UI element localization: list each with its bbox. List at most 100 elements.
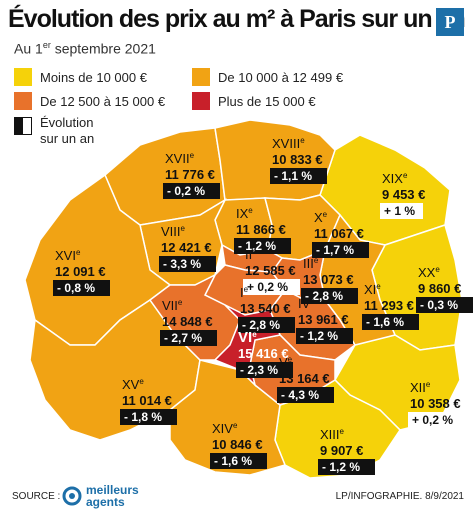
- arrondissement-price: 11 014 €: [122, 393, 172, 408]
- change-badge: [380, 203, 423, 219]
- arrondissement-change: - 0,3 %: [420, 298, 458, 312]
- subtitle-prefix: Au 1: [14, 40, 43, 57]
- arrondissement-price: 9 453 €: [382, 187, 425, 202]
- arrondissement-change: - 1,1 %: [274, 169, 312, 183]
- arrondissement-price: 12 585 €: [245, 263, 296, 278]
- arrondissement-number: XVe: [122, 377, 144, 392]
- arrondissement-number: XIVe: [212, 421, 238, 436]
- arrondissement-change: + 0,2 %: [412, 413, 453, 427]
- change-badge: [362, 314, 419, 330]
- arrondissement-price: 9 860 €: [418, 281, 461, 296]
- evolution-swatch: [14, 117, 32, 135]
- arrondissement-price: 10 833 €: [272, 152, 323, 167]
- arrondissement-price: 11 067 €: [314, 226, 364, 241]
- change-badge: [236, 362, 293, 378]
- change-badge: [160, 330, 217, 346]
- subtitle: Au 1er septembre 2021: [14, 40, 156, 57]
- arrondissement-change: - 3,3 %: [163, 257, 201, 271]
- change-badge: [408, 412, 465, 428]
- arrondissement-price: 13 961 €: [298, 312, 349, 327]
- legend-label: Moins de 10 000 €: [40, 69, 147, 85]
- arrondissement-change: - 1,8 %: [124, 410, 162, 424]
- arrondissement-change: - 2,8 %: [305, 289, 343, 303]
- arrondissement-change: - 1,2 %: [238, 239, 276, 253]
- legend-swatch: [192, 68, 210, 86]
- arrondissement-number: XIIe: [410, 380, 431, 395]
- arrondissement-price: 11 293 €: [364, 298, 414, 313]
- arrondissement-price: 11 866 €: [236, 222, 286, 237]
- arrondissement-change: - 4,3 %: [281, 388, 319, 402]
- change-badge: [243, 279, 300, 295]
- evolution-label-line2: sur un an: [40, 131, 95, 146]
- change-badge: [301, 288, 358, 304]
- arrondissement-price: 12 091 €: [55, 264, 106, 279]
- subtitle-suffix: septembre 2021: [50, 40, 156, 57]
- agents-pin-icon: [62, 486, 82, 506]
- change-badge: [312, 242, 369, 258]
- change-badge: [270, 168, 327, 184]
- change-badge: [163, 183, 220, 199]
- arrondissement-price: 15 416 €: [238, 346, 289, 361]
- arrondissement-price: 10 358 €: [410, 396, 461, 411]
- arrondissement-number: VIIIe: [161, 224, 186, 239]
- change-badge: [210, 453, 267, 469]
- legend-item-under-10000: Moins de 10 000 €: [14, 68, 147, 86]
- meilleurs-agents-logo: meilleurs agents: [62, 484, 139, 508]
- arrondissement-change: - 1,2 %: [300, 329, 338, 343]
- arrondissement-price: 14 848 €: [162, 314, 213, 329]
- legend-swatch: [14, 68, 32, 86]
- change-badge: [159, 256, 216, 272]
- subtitle-sup: er: [42, 40, 51, 50]
- legend-evolution: Évolution sur un an: [14, 115, 94, 147]
- arrondissement-change: + 0,2 %: [247, 280, 288, 294]
- legend-item-over-15000: Plus de 15 000 €: [192, 92, 316, 110]
- arrondissement-number: XVIIIe: [272, 136, 305, 151]
- arrondissement-price: 12 421 €: [161, 240, 212, 255]
- change-badge: [120, 409, 177, 425]
- arrondissement-change: - 1,2 %: [322, 460, 360, 474]
- legend-swatch: [14, 92, 32, 110]
- change-badge: [318, 459, 375, 475]
- change-badge: [238, 317, 295, 333]
- arrondissement-change: - 1,6 %: [366, 315, 404, 329]
- arrondissement-change: - 0,8 %: [57, 281, 95, 295]
- arrondissement-price: 13 164 €: [279, 371, 330, 386]
- legend-item-10000-12499: De 10 000 à 12 499 €: [192, 68, 343, 86]
- arrondissement-change: + 1 %: [384, 204, 415, 218]
- legend-label: De 10 000 à 12 499 €: [218, 69, 344, 85]
- legend-label: Plus de 15 000 €: [218, 93, 316, 109]
- arrondissement-number: XVIIe: [165, 151, 195, 166]
- legend-swatch: [192, 92, 210, 110]
- arrondissement-change: - 0,2 %: [167, 184, 205, 198]
- evolution-label-line1: Évolution: [40, 115, 94, 130]
- arrondissement-price: 10 846 €: [212, 437, 263, 452]
- arrondissement-number: XXe: [418, 265, 440, 280]
- arrondissement-number: Ie: [240, 285, 249, 300]
- arrondissement-change: - 1,7 %: [316, 243, 354, 257]
- change-badge: [296, 328, 353, 344]
- credit-label: LP/INFOGRAPHIE. 8/9/2021: [335, 491, 464, 502]
- agents-line2: agents: [86, 495, 125, 509]
- change-badge: [53, 280, 110, 296]
- arrondissement-number: XIIIe: [320, 427, 345, 442]
- page-title: Évolution des prix au m² à Paris sur un …: [8, 5, 466, 33]
- publisher-logo: P: [436, 8, 464, 36]
- arrondissement-change: - 2,3 %: [240, 363, 278, 377]
- source-label: SOURCE :: [12, 491, 61, 502]
- arrondissement-price: 9 907 €: [320, 443, 363, 458]
- change-badge: [277, 387, 334, 403]
- arrondissement-number: XVIe: [55, 248, 81, 263]
- arrondissement-change: - 1,6 %: [214, 454, 252, 468]
- legend-item-12500-15000: De 12 500 à 15 000 €: [14, 92, 165, 110]
- arrondissement-change: - 2,7 %: [164, 331, 202, 345]
- arrondissement-price: 11 776 €: [165, 167, 215, 182]
- change-badge: [416, 297, 473, 313]
- agents-line1: meilleurs: [86, 483, 139, 497]
- arrondissement-price: 13 540 €: [240, 301, 291, 316]
- arrondissement-number: VIIe: [162, 298, 183, 313]
- arrondissement-number: XIXe: [382, 171, 408, 186]
- arrondissement-price: 13 073 €: [303, 272, 354, 287]
- legend-label: De 12 500 à 15 000 €: [40, 93, 166, 109]
- change-badge: [234, 238, 291, 254]
